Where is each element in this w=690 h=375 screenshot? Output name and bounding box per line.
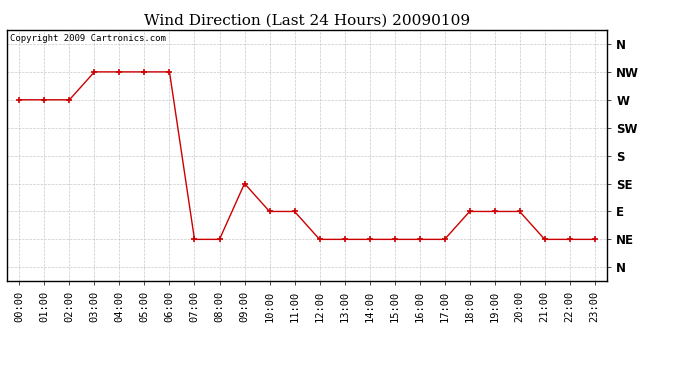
Text: Copyright 2009 Cartronics.com: Copyright 2009 Cartronics.com [10,34,166,43]
Title: Wind Direction (Last 24 Hours) 20090109: Wind Direction (Last 24 Hours) 20090109 [144,13,470,27]
